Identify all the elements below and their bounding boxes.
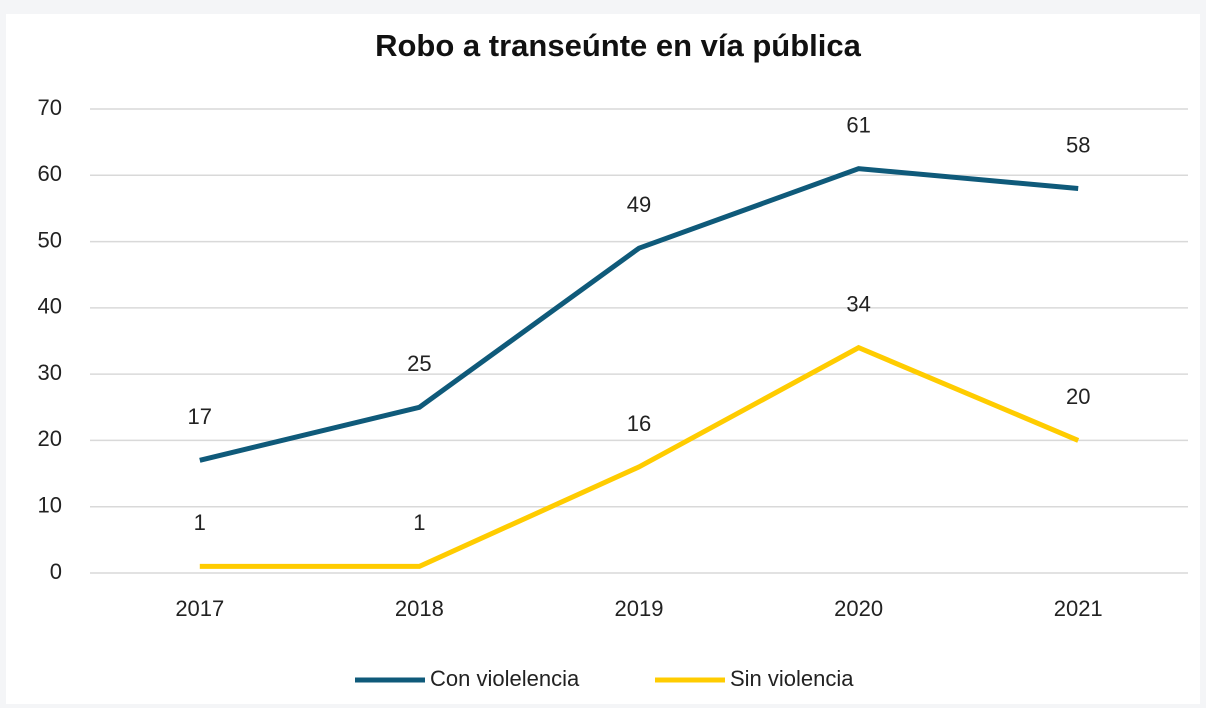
y-tick-label: 0 <box>50 559 62 584</box>
y-tick-label: 10 <box>38 493 62 518</box>
y-tick-label: 60 <box>38 161 62 186</box>
data-label: 20 <box>1066 384 1090 409</box>
x-tick-label: 2020 <box>834 596 883 621</box>
data-label: 61 <box>846 112 870 137</box>
data-label: 25 <box>407 351 431 376</box>
series-line <box>199 166 1079 463</box>
series-line <box>199 344 1080 569</box>
legend-label: Sin violencia <box>730 666 854 691</box>
x-tick-label: 2021 <box>1054 596 1103 621</box>
y-tick-label: 30 <box>38 360 62 385</box>
data-label: 1 <box>194 510 206 535</box>
data-label: 16 <box>627 411 651 436</box>
data-label: 34 <box>846 291 870 316</box>
legend-label: Con violelencia <box>430 666 580 691</box>
x-tick-label: 2018 <box>395 596 444 621</box>
chart-background <box>6 14 1200 704</box>
y-tick-label: 70 <box>38 95 62 120</box>
y-tick-label: 40 <box>38 294 62 319</box>
data-label: 49 <box>627 192 651 217</box>
y-tick-label: 50 <box>38 227 62 252</box>
data-label: 58 <box>1066 132 1090 157</box>
x-tick-label: 2019 <box>615 596 664 621</box>
data-label: 17 <box>188 404 212 429</box>
data-label: 1 <box>413 510 425 535</box>
chart-title: Robo a transeúnte en vía pública <box>375 28 862 63</box>
y-tick-label: 20 <box>38 426 62 451</box>
x-tick-label: 2017 <box>175 596 224 621</box>
